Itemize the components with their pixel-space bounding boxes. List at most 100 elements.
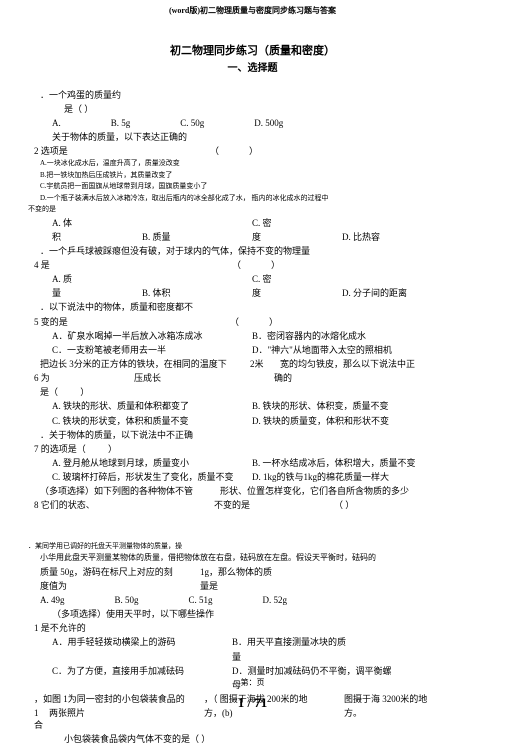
q2-sub2: B.把一铁块加热后压成铁片，其质量改变了: [40, 171, 477, 180]
q2-sub5: 不变的是: [28, 205, 477, 214]
q3-row1: A. 体 C. 密: [52, 217, 477, 229]
text: 6 为: [34, 372, 134, 384]
q2-stem: 关于物体的质量，以下表达正确的: [52, 131, 477, 143]
opt-c: C. 51g: [189, 594, 213, 606]
q2-sub4: D.一个瓶子装满水后放入冰箱冷冻，取出后瓶内的冰全部化成了水， 瓶内的冰化成水的…: [40, 194, 477, 203]
opt-c: C．一支粉笔被老师用去一半: [52, 344, 252, 356]
text: 2 选项是: [34, 146, 68, 156]
opt-c: C. 玻璃杯打碎后，形状发生了变化，质量不变: [52, 471, 252, 483]
opt-d: D．"神六"从地面带入太空的照相机: [252, 344, 392, 356]
section-title: 一、选择题: [0, 62, 505, 75]
opt-d: D. 500g: [254, 117, 283, 129]
opt-a: A. 质: [52, 273, 142, 285]
opt-b: B. 5g: [111, 117, 131, 129]
footer-label: 第：页: [0, 678, 505, 688]
q4-stem: ．一个乒乓球被踩瘪但没有破，对于球内的气体，保持不变的物理量: [40, 245, 477, 257]
text2: 压成长: [134, 372, 274, 384]
doc-header: (word版)初二物理质量与密度同步练习题与答案: [0, 6, 505, 16]
q1-options: A. B. 5g C. 50g D. 500g: [52, 117, 477, 129]
q1-stem: ．一个鸡蛋的质量约: [40, 89, 477, 101]
opt-d: D. 分子间的距离: [342, 287, 407, 299]
opt-a: A．矿泉水喝掉一半后放入冰箱冻成冰: [52, 330, 252, 342]
q5-row1: A．矿泉水喝掉一半后放入冰箱冻成冰 B．密闭容器内的冰熔化成水: [52, 330, 477, 342]
spacer: [142, 273, 252, 285]
q10-stem: （多项选择）使用天平时，以下哪些操作: [52, 608, 477, 620]
opt-c2: 度: [252, 287, 342, 299]
q4-row1: A. 质 C. 密: [52, 273, 477, 285]
q3-row2: 积 B. 质量 度 D. 比热容: [52, 231, 477, 243]
text: 是（: [64, 104, 82, 114]
opt-a: A. 铁块的形状、质量和体积都变了: [52, 400, 252, 412]
page-number: 1 / 71: [0, 695, 505, 712]
q8-label: 8 它们的状态、 不变的是 （ ）: [34, 499, 477, 511]
q9-line2: 小华用此盘天平测量某物体的质量，借把物体放在右盘，砝码放在左盘。假设天平衡时，砝…: [40, 553, 477, 564]
text: 是（: [40, 387, 58, 397]
q9-line5: 度值为 量是: [40, 580, 477, 592]
q7-row2: C. 玻璃杯打碎后，形状发生了变化，质量不变 D. 1kg的铁与1kg的棉花质量…: [52, 471, 477, 483]
q2-label: 2 选项是 （）: [34, 145, 477, 157]
q8-stem: （多项选择）如下列图的各种物体不管 形状、位置怎样变化，它们各自所含物质的多少: [40, 485, 477, 497]
q9-line3: 质量 50g，游码在标尺上对应的刻 1g，那么物体的质: [40, 566, 477, 578]
opt-b: B. 50g: [115, 594, 139, 606]
text: 度值为: [40, 580, 200, 592]
text: 4 是: [34, 260, 50, 270]
bracket: （ ）: [334, 499, 354, 511]
spacer: [52, 651, 232, 663]
q10-row1: A．用手轻轻拨动横梁上的游码 B．用天平直接测量冰块的质: [52, 636, 477, 648]
q4-label: 4 是 （）: [34, 259, 477, 271]
text3: 宽的均匀铁皮，那么以下说法中正: [280, 358, 415, 370]
q6-stem: 把边长 3分米的正方体的铁块，在相同的温度下 2米 宽的均匀铁皮，那么以下说法中…: [40, 358, 477, 370]
opt-b2: 量: [232, 651, 241, 663]
opt-c: C. 50g: [180, 117, 204, 129]
text1: 把边长 3分米的正方体的铁块，在相同的温度下: [40, 358, 250, 370]
text2: 1g，那么物体的质: [200, 566, 272, 578]
opt-a: A. 登月舱从地球到月球，质量变小: [52, 457, 252, 469]
opt-b: B. 铁块的形状、体积变，质量不变: [252, 400, 389, 412]
opt-d: D. 1kg的铁与1kg的棉花质量一样大: [252, 471, 389, 483]
text2: 不变的是: [214, 499, 334, 511]
opt-d: D. 铁块的质量变，体积和形状不变: [252, 415, 389, 427]
opt-a2: 量: [52, 287, 142, 299]
text: 7 的选项是（: [34, 444, 86, 454]
opt-b: B．密闭容器内的冰熔化成水: [252, 330, 366, 342]
q10-row2: C．为了方便，直接用手加减砝码 D．测量时加减砝码仍不平衡，调平衡螺: [52, 665, 477, 677]
q10-label: 1 是不允许的: [34, 622, 477, 634]
text: 质量 50g，游码在标尺上对应的刻: [40, 566, 200, 578]
opt-c: C. 密: [252, 217, 272, 229]
q2-sub1: A.一块冰化成水后，温度升高了，质量没改变: [40, 159, 477, 168]
spacer: [28, 514, 477, 542]
main-title: 初二物理同步练习（质量和密度）: [0, 44, 505, 58]
q5-label: 5 变的是 （）: [34, 316, 477, 328]
q7-row1: A. 登月舱从地球到月球，质量变小 B. 一杯水结成冰后，体积增大，质量不变: [52, 457, 477, 469]
opt-d: D. 52g: [263, 594, 288, 606]
q5-stem: ．以下说法中的物体，质量和密度都不: [40, 301, 477, 313]
text3: 确的: [274, 372, 292, 384]
spacer: [142, 217, 252, 229]
q6-is: 是（ ）: [40, 386, 477, 398]
opt-c: C. 铁块的形状变，体积和质量不变: [52, 415, 252, 427]
q1-stem2: 是（ ）: [64, 103, 477, 115]
q10-row1b: 量: [52, 651, 477, 663]
opt-a2: 积: [52, 231, 142, 243]
question-content: ．一个鸡蛋的质量约 是（ ） A. B. 5g C. 50g D. 500g 关…: [0, 75, 505, 746]
opt-d: D. 比热容: [342, 231, 380, 243]
opt-c: C．为了方便，直接用手加减砝码: [52, 665, 232, 677]
q7-stem: ．关于物体的质量，以下说法中不正确: [40, 429, 477, 441]
q6-label: 6 为 压成长 确的: [34, 372, 477, 384]
opt-a: A. 体: [52, 217, 142, 229]
text2: 2米: [250, 358, 280, 370]
opt-b: B. 一杯水结成冰后，体积增大，质量不变: [252, 457, 416, 469]
opt-c2: 度: [252, 231, 342, 243]
opt-b: B. 体积: [142, 287, 252, 299]
q6-row2: C. 铁块的形状变，体积和质量不变 D. 铁块的质量变，体积和形状不变: [52, 415, 477, 427]
opt-b: B．用天平直接测量冰块的质: [232, 636, 346, 648]
bracket: ）: [84, 104, 99, 114]
opt-a: A．用手轻轻拨动横梁上的游码: [52, 636, 232, 648]
q9-options: A. 49g B. 50g C. 51g D. 52g: [40, 594, 477, 606]
opt-b: B. 质量: [142, 231, 252, 243]
q7-label: 7 的选项是（ ）: [34, 443, 477, 455]
text2: 量是: [200, 580, 218, 592]
opt-c: C. 密: [252, 273, 272, 285]
q5-row2: C．一支粉笔被老师用去一半 D．"神六"从地面带入太空的照相机: [52, 344, 477, 356]
text: 8 它们的状态、: [34, 499, 214, 511]
